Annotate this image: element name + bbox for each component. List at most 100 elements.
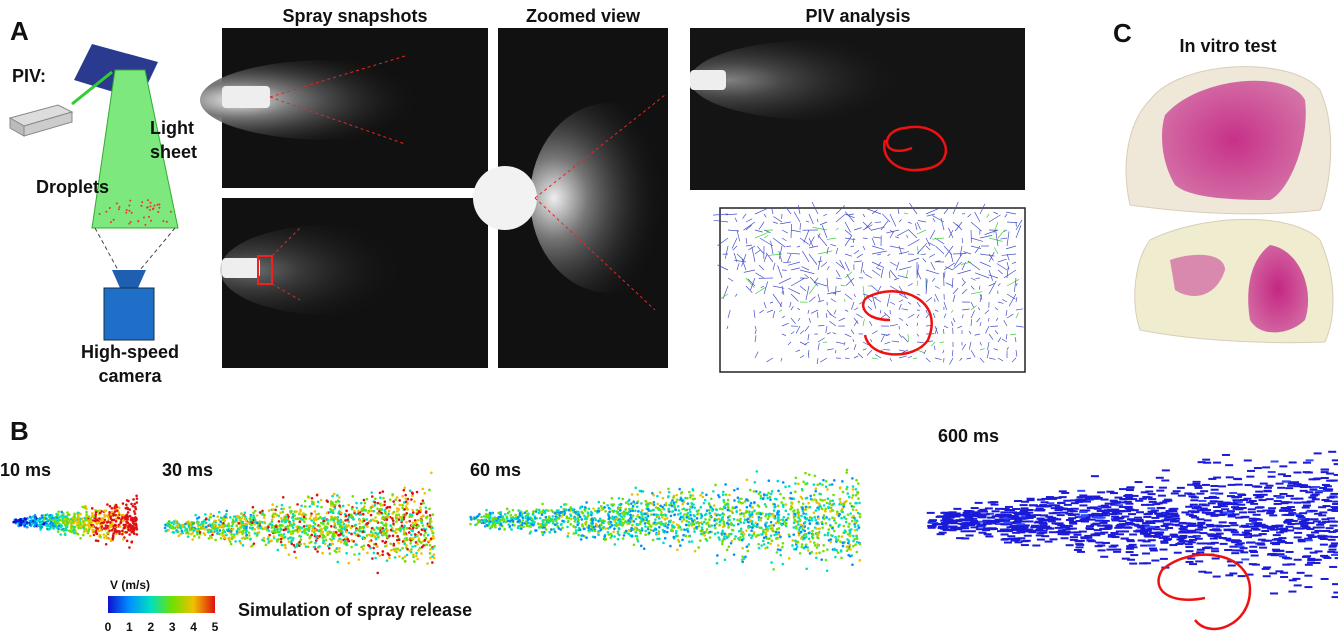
particle [82,526,85,529]
particle [765,505,768,508]
particle [488,517,491,520]
particle [263,514,266,517]
particle [620,515,623,518]
particle [791,544,794,547]
particle [592,519,595,522]
particle [637,514,640,517]
particle [385,541,388,544]
particle [683,528,686,531]
particle [412,553,415,556]
particle [361,510,364,513]
particle [280,538,283,541]
particle [541,513,544,516]
particle [108,511,111,514]
particle [704,499,707,502]
particle [793,497,796,500]
particle [414,535,417,538]
particle [365,518,368,521]
particle [822,550,825,553]
particle [858,502,861,505]
particle [811,530,814,533]
particle [676,548,679,551]
column-title: Spray snapshots [282,6,427,26]
particle [245,527,248,530]
particle [396,507,399,510]
particle [521,519,524,522]
particle [367,522,370,525]
particle [773,509,776,512]
particle [417,549,420,552]
particle [329,511,332,514]
particle [374,501,377,504]
particle [401,525,404,528]
particle [176,530,179,533]
particle [26,521,29,524]
particle [640,545,643,548]
particle [370,531,373,534]
camera [104,288,154,340]
particle [519,512,522,515]
particle [680,528,683,531]
particle [532,510,535,513]
particle [414,533,417,536]
particle [507,523,510,526]
particle [816,546,819,549]
particle [66,511,69,514]
particle [285,516,288,519]
particle [73,513,76,516]
particle [816,501,819,504]
particle [208,537,211,540]
particle [716,562,719,565]
particle [829,510,832,513]
particle [416,543,419,546]
particle [57,530,60,533]
particle [598,501,601,504]
particle [793,509,796,512]
particle [412,556,415,559]
particle [615,524,618,527]
droplet [129,200,131,202]
droplet [158,207,160,209]
particle [759,518,762,521]
particle [126,540,129,543]
particle [688,508,691,511]
particle [375,545,378,548]
panel-label: C [1113,18,1132,48]
particle [77,527,80,530]
particle [77,514,80,517]
particle [701,523,704,526]
particle [597,507,600,510]
particle [640,502,643,505]
particle [583,515,586,518]
particle [85,511,88,514]
particle [717,531,720,534]
particle [303,528,306,531]
particle [577,516,580,519]
particle [854,525,857,528]
particle [614,520,617,523]
particle [789,508,792,511]
particle [357,528,360,531]
particle [501,517,504,520]
particle [790,497,793,500]
particle [425,506,428,509]
particle [133,510,136,513]
particle [532,513,535,516]
particle [529,522,532,525]
particle [787,513,790,516]
particle [733,489,736,492]
particle [737,523,740,526]
particle [735,506,738,509]
particle [225,513,228,516]
particle [721,543,724,546]
particle [766,494,769,497]
particle [573,520,576,523]
particle [840,509,843,512]
particle [130,516,133,519]
particle [826,502,829,505]
particle [726,509,729,512]
particle [392,522,395,525]
particle [750,502,753,505]
particle [295,556,298,559]
particle [574,526,577,529]
